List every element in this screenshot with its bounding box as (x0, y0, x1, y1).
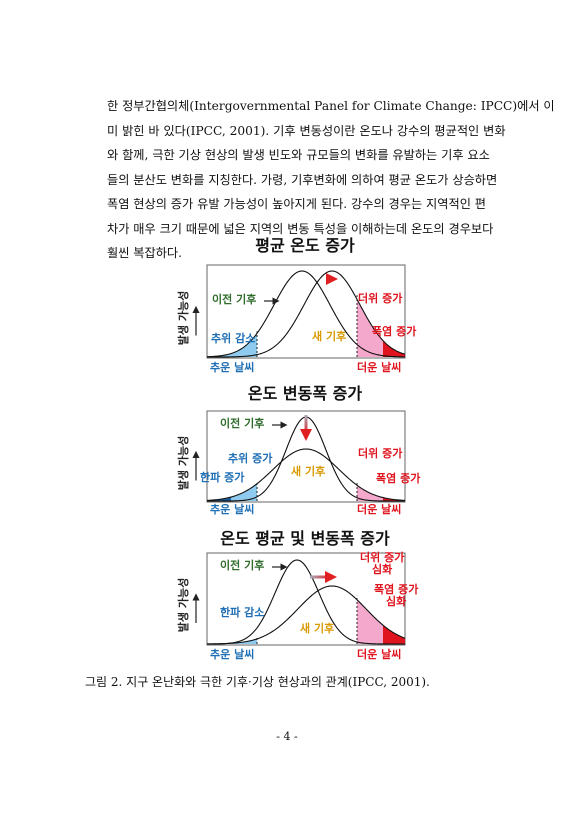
shade (207, 333, 257, 357)
y-axis-label: 발생 가능성 (177, 435, 191, 490)
text-line: 훨씬 복잡하다. (107, 246, 183, 260)
shade (207, 497, 231, 501)
text-line: 와 함께, 극한 기상 현상의 발생 빈도와 규모들의 변화를 유발하는 기후 … (107, 148, 490, 162)
shade (383, 340, 405, 357)
shade (357, 299, 405, 357)
curve (206, 585, 406, 645)
figure-label: 더운 날씨 (357, 648, 402, 661)
caption: 그림 2. 지구 온난화와 극한 기후·기상 현상과의 관계(IPCC, 200… (85, 675, 430, 689)
figure-label: 폭염 증가 (376, 472, 421, 485)
curve (206, 270, 406, 358)
figure-title: 평균 온도 증가 (255, 236, 355, 255)
figure-label: 한파 감소 (220, 606, 265, 619)
shade (207, 638, 257, 644)
figure-label: 새 기후 (291, 465, 326, 478)
page-number: - 4 - (276, 730, 298, 743)
shade (207, 483, 257, 501)
figure-label: 더위 증가 (358, 447, 403, 460)
text-line: 폭염 현상의 증가 유발 가능성이 높아지게 된다. 강수의 경우는 지역적인 … (107, 197, 486, 211)
figure-label: 추위 증가 (228, 452, 273, 465)
figure-label: 더위 증가 (358, 292, 403, 305)
shade (357, 485, 405, 501)
text-line: 미 밝힌 바 있다(IPCC, 2001). 기후 변동성이란 온도나 강수의 … (107, 123, 506, 138)
figure-label: 폭염 증가 심화 (374, 583, 419, 608)
figure-label: 새 기후 (300, 622, 335, 635)
curve (206, 559, 406, 645)
figure-label: 이전 기후 (212, 293, 257, 306)
figure-title: 온도 변동폭 증가 (247, 384, 363, 403)
text-line: 들의 분산도 변화를 지칭한다. 가령, 기후변화에 의하여 평균 온도가 상승… (107, 172, 498, 187)
y-axis-label: 발생 가능성 (177, 290, 191, 345)
figure-label: 더운 날씨 (357, 361, 402, 374)
figure-label: 더운 날씨 (357, 503, 402, 516)
text-line: 한 정부간협의체(Intergovernmental Panel for Cli… (107, 99, 555, 113)
curve (206, 270, 406, 358)
figure-label: 더위 증가 심화 (360, 551, 405, 576)
figure-label: 이전 기후 (220, 559, 265, 572)
figure-label: 추위 감소 (211, 332, 256, 345)
y-axis-label: 발생 가능성 (177, 577, 191, 633)
figure-label: 추운 날씨 (210, 648, 255, 661)
text-line: 차가 매우 크기 때문에 넓은 지역의 변동 특성을 이해하는데 온도의 경우보… (107, 221, 494, 236)
figure-title: 온도 평균 및 변동폭 증가 (220, 529, 390, 548)
figure-label: 추운 날씨 (210, 361, 255, 374)
figure-label: 이전 기후 (220, 417, 265, 430)
figure-label: 새 기후 (312, 330, 347, 343)
figure-label: 폭염 증가 (372, 325, 417, 338)
curve (206, 448, 406, 501)
figure-label: 추운 날씨 (210, 503, 255, 516)
figure-label: 한파 증가 (200, 471, 245, 484)
